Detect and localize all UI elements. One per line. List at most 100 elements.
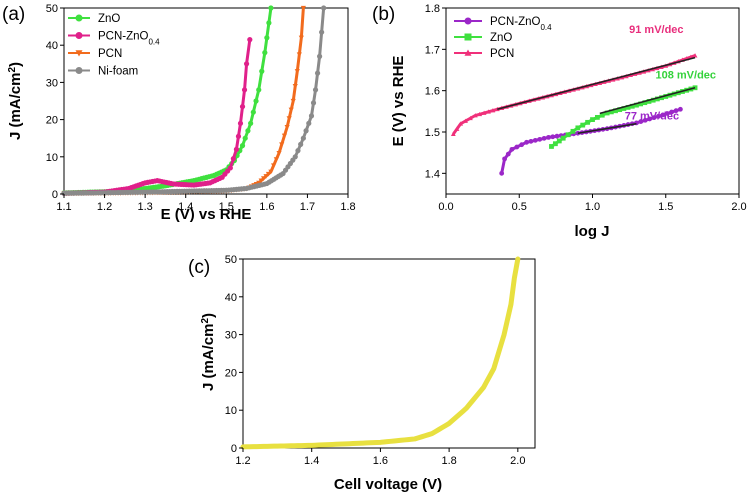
data-point	[514, 144, 520, 150]
data-point	[296, 52, 302, 58]
fit-line	[577, 122, 637, 135]
data-point	[642, 117, 648, 123]
y-tick-label: 10	[225, 405, 237, 417]
data-point	[629, 103, 635, 109]
panel-b-ticks: 0.0 0.5 1.0 1.5 2.0 1.4 1.5 1.6 1.7 1.8	[425, 3, 747, 213]
panel-a-xlabel: E (V) vs RHE	[161, 206, 252, 223]
legend-label: PCN-ZnO0.4	[98, 31, 160, 47]
data-point	[499, 170, 505, 176]
legend-marker	[75, 67, 83, 74]
data-point	[271, 163, 277, 169]
y-tick-label: 50	[225, 254, 237, 266]
data-point	[554, 133, 560, 139]
data-point	[306, 120, 312, 126]
y-tick-label: 10	[46, 152, 58, 164]
panel-c-frame	[242, 258, 536, 449]
data-point	[541, 135, 547, 141]
data-point	[608, 109, 614, 115]
y-tick-label: 50	[46, 3, 58, 15]
data-point	[292, 84, 298, 89]
data-point	[692, 53, 698, 58]
data-point	[509, 146, 515, 152]
data-point	[284, 124, 290, 130]
data-point	[242, 135, 248, 141]
data-point	[617, 107, 623, 113]
fit-line	[497, 56, 696, 111]
panel-c-xlabel: Cell voltage (V)	[334, 476, 442, 493]
data-point	[468, 115, 473, 121]
panel-b-xlabel: log J	[574, 223, 609, 240]
data-point	[312, 87, 319, 93]
data-point	[263, 174, 269, 179]
data-point	[243, 61, 250, 67]
data-point	[590, 117, 595, 122]
data-point	[678, 106, 683, 112]
panel-c-plot	[240, 256, 521, 450]
data-point	[575, 130, 581, 136]
data-point	[298, 141, 304, 147]
data-point	[258, 178, 264, 184]
x-tick-label: 1.4	[178, 201, 193, 213]
data-point	[477, 111, 483, 117]
data-point	[528, 138, 534, 144]
panel-b-annotations: 91 mV/dec 108 mV/dec 77 mV/dec	[625, 24, 716, 123]
data-point	[239, 143, 246, 149]
data-point	[594, 114, 600, 120]
panel-b-ylabel: E (V) vs RHE	[390, 56, 407, 147]
data-point	[651, 115, 657, 121]
data-point	[490, 108, 496, 113]
data-point	[472, 113, 478, 118]
data-point	[642, 100, 648, 106]
data-point	[303, 128, 309, 134]
data-point	[281, 133, 288, 139]
panel-a-ticks: 1.1 1.2 1.3 1.4 1.5 1.6 1.7 1.8 0 10 20 30 40 50	[46, 3, 356, 213]
legend-marker	[75, 50, 83, 57]
data-point	[300, 5, 306, 11]
y-tick-label: 0	[231, 443, 237, 455]
x-tick-label: 0.5	[512, 201, 527, 213]
legend-label: PCN	[490, 48, 514, 60]
data-point	[481, 110, 487, 115]
data-point	[265, 171, 272, 177]
x-tick-label: 1.4	[304, 455, 319, 467]
data-point	[230, 156, 236, 162]
data-point	[314, 70, 321, 76]
data-point	[565, 132, 571, 138]
y-tick-label: 30	[225, 330, 237, 342]
data-point	[227, 165, 233, 171]
data-point	[692, 85, 698, 91]
y-tick-label: 20	[225, 367, 237, 379]
data-point	[273, 157, 279, 162]
data-point	[613, 108, 618, 114]
panel-c-ticks: 1.2 1.4 1.6 1.8 2.0 0 10 20 30 40 50	[225, 254, 526, 467]
data-point	[300, 135, 306, 141]
x-tick-label: 1.6	[373, 455, 388, 467]
data-point	[664, 111, 670, 116]
panel-a-frame	[63, 7, 349, 195]
panel-a-ylabel: J (mA/cm2)	[7, 62, 25, 140]
legend-marker	[75, 14, 83, 22]
x-tick-label: 1.6	[259, 201, 274, 213]
data-point	[550, 134, 556, 140]
data-point	[599, 112, 605, 118]
data-point	[253, 98, 259, 104]
x-tick-label: 1.5	[658, 201, 673, 213]
data-point	[241, 87, 248, 93]
panel-a-tag: (a)	[2, 4, 25, 25]
x-tick-label: 1.8	[441, 455, 456, 467]
data-point	[621, 106, 627, 111]
data-point	[524, 139, 529, 145]
data-point	[319, 29, 325, 35]
data-point	[298, 35, 304, 41]
series-pcn-zno0-4	[499, 106, 683, 176]
data-point	[317, 53, 323, 59]
panel-c: (c) 1.2 1.4 1.6 1.8 2.0 0 10 20 30 40 50 Cell volt…	[188, 254, 536, 493]
fit-line	[599, 87, 696, 115]
data-point	[638, 101, 644, 107]
x-tick-label: 1.8	[340, 201, 355, 213]
data-point	[519, 142, 525, 148]
panel-b: (b) 0.0 0.5 1.0 1.5 2.0 1.4 1.5 1.6 1.7 1.8 log J…	[372, 3, 747, 240]
x-tick-label: 2.0	[731, 201, 746, 213]
